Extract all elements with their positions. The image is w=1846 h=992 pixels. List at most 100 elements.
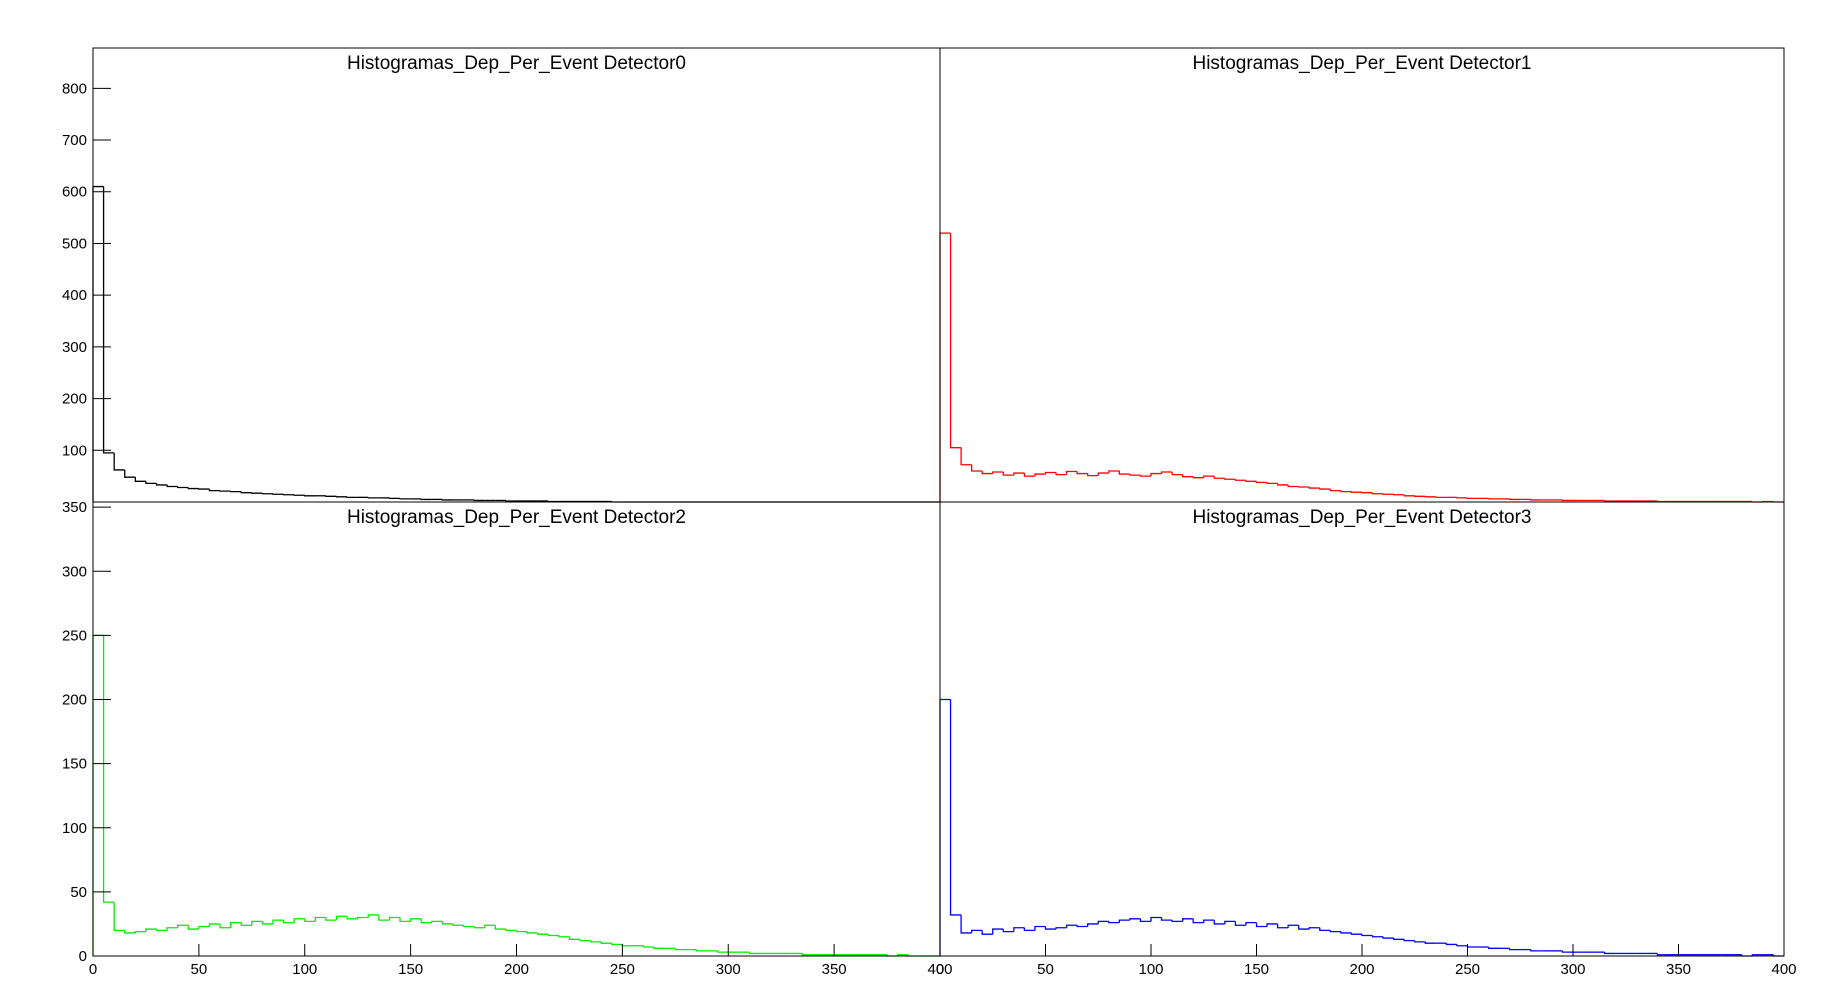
histogram-bin (251, 492, 263, 494)
histogram-bin (1076, 471, 1088, 475)
histogram-bin (473, 499, 485, 502)
histogram-bin (1403, 939, 1415, 942)
histogram-bin (960, 914, 972, 934)
histogram-bin (992, 928, 1004, 935)
histogram-bin (1224, 920, 1236, 924)
histogram-bin (1340, 931, 1352, 934)
x-tick-label: 150 (1244, 961, 1269, 978)
histogram-bin (198, 925, 210, 930)
histogram-bin (1203, 919, 1215, 923)
histogram-bin (1298, 486, 1310, 488)
histogram-bin (748, 952, 761, 955)
histogram-bin (505, 929, 517, 931)
histogram-bin (102, 635, 115, 903)
x-tick-label: 300 (716, 961, 741, 978)
histogram-bin (1361, 492, 1373, 494)
histogram-bin (1192, 918, 1204, 924)
histogram-bin (261, 493, 273, 495)
histogram-bin (589, 940, 602, 943)
histogram-bin (1340, 490, 1352, 493)
histogram-bin (388, 916, 401, 921)
histogram-bin (388, 497, 401, 500)
histogram-bin (155, 929, 168, 931)
histogram-bin (1055, 472, 1067, 476)
histogram-bin (1414, 940, 1426, 943)
histogram-bin (346, 916, 358, 920)
histogram-bin (1371, 935, 1384, 938)
histogram-bin (399, 498, 411, 500)
histogram-bin (1023, 927, 1035, 931)
histogram-bin (992, 471, 1004, 474)
histogram-bin (1329, 489, 1341, 492)
histogram-bin (187, 925, 199, 930)
histogram-bin (1150, 916, 1162, 922)
x-tick-label: 50 (1037, 961, 1054, 978)
y-tick-label: 800 (62, 80, 87, 97)
histogram-bin (515, 930, 528, 933)
histogram-bin (1213, 920, 1225, 925)
histogram-bin (462, 925, 475, 928)
histogram-bin (1361, 934, 1373, 937)
histogram-bin (1108, 470, 1120, 474)
histogram-bin (1203, 475, 1215, 478)
histogram-bin (537, 932, 549, 935)
histogram-bin (484, 924, 496, 928)
y-tick-label: 500 (62, 235, 87, 252)
x-tick-label: 300 (1560, 961, 1585, 978)
histogram-bin (1034, 925, 1046, 931)
histogram-bin (208, 923, 221, 927)
histogram-bin (367, 497, 379, 499)
histogram-bin (505, 500, 517, 502)
histogram-bin (674, 948, 686, 951)
histogram-bin (600, 941, 612, 944)
histogram-bin (1118, 470, 1130, 475)
histogram-bin (1055, 927, 1067, 930)
y-tick-label: 400 (62, 287, 87, 304)
histogram-bin (420, 498, 432, 501)
y-tick-label: 700 (62, 132, 87, 149)
histogram-bin (939, 232, 951, 502)
histogram-bin (1171, 920, 1183, 923)
histogram-bin (1487, 498, 1500, 500)
histogram-bin (272, 919, 284, 924)
histogram-bin (304, 495, 316, 497)
histogram-bin (145, 481, 157, 485)
histogram-bin (282, 494, 295, 496)
histogram-bin (293, 918, 305, 923)
histogram (92, 185, 940, 503)
histogram-bin (113, 902, 125, 931)
histogram-bin (1509, 498, 1521, 501)
frame (939, 47, 1785, 503)
histogram-bin (1350, 932, 1362, 935)
histogram-bin (579, 939, 591, 942)
histogram-bin (1329, 930, 1341, 933)
histogram-bin (547, 934, 559, 937)
histogram-bin (1308, 487, 1320, 489)
histogram-bin (1382, 493, 1394, 495)
x-tick-label: 150 (398, 961, 423, 978)
histogram-bin (1065, 924, 1078, 928)
histogram-bin (960, 447, 972, 466)
x-tick-label: 200 (1349, 961, 1374, 978)
x-tick-label: 50 (191, 961, 208, 978)
y-tick-label: 250 (62, 627, 87, 644)
histogram-bin (1371, 492, 1384, 495)
histogram-bin (949, 699, 962, 916)
histogram-bin (251, 920, 263, 926)
histogram-bin (547, 500, 559, 503)
histogram-bin (1097, 920, 1109, 924)
histogram-bin (1087, 473, 1099, 477)
histogram-bin (981, 930, 993, 935)
histogram-bin (1393, 494, 1405, 496)
histogram-bin (568, 936, 581, 940)
y-tick-label: 350 (62, 499, 87, 516)
histogram-bin (1456, 944, 1468, 947)
histogram-bin (1561, 499, 1573, 502)
x-tick-label: 250 (610, 961, 635, 978)
histogram (939, 232, 1784, 503)
histogram-bin (949, 233, 962, 449)
histogram-bin (1044, 471, 1057, 475)
histogram (92, 634, 940, 957)
x-tick-label: 0 (936, 961, 944, 978)
